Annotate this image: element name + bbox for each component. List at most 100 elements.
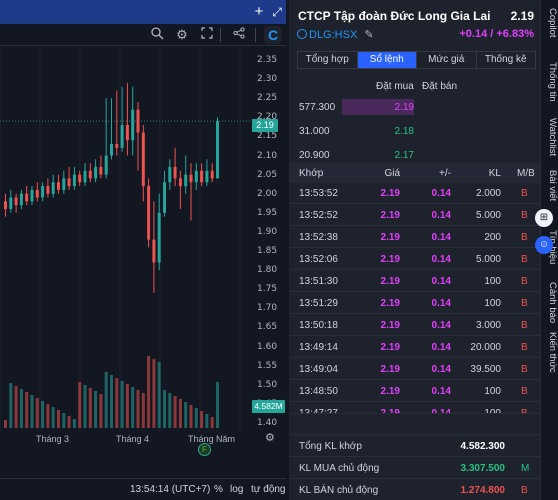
volume-bar: [216, 382, 219, 428]
c-logo-icon[interactable]: C: [264, 26, 282, 44]
edit-icon[interactable]: ✎: [364, 29, 374, 41]
share-icon[interactable]: [230, 26, 248, 44]
orderbook-row[interactable]: 31.000 2.18: [289, 121, 540, 141]
volume-tag: 4.582M: [252, 400, 285, 413]
sidebar-item-copilot[interactable]: Copilot: [547, 8, 558, 38]
trade-row[interactable]: 13:53:52 2.19 0.14 2.000 B: [289, 183, 540, 204]
bot-icon[interactable]: ☺: [535, 236, 553, 254]
trade-kl: 100: [484, 298, 501, 309]
trade-row[interactable]: 13:52:38 2.19 0.14 200 B: [289, 227, 540, 248]
trade-time: 13:50:18: [299, 320, 338, 331]
tab-so-lenh[interactable]: Sổ lệnh: [357, 52, 417, 68]
y-tick-label: 1.60: [257, 341, 278, 352]
trade-price: 2.19: [380, 408, 400, 414]
trade-price: 2.19: [380, 342, 400, 353]
axis-settings-gear-icon[interactable]: ⚙: [265, 432, 275, 444]
volume-bar: [46, 404, 50, 428]
candle-body: [194, 170, 198, 183]
orderbook-sell-header: Đặt bán: [422, 81, 458, 92]
x-tick-label: Tháng 3: [36, 434, 70, 444]
candlestick-chart[interactable]: [0, 46, 286, 432]
candle-body: [94, 166, 98, 179]
sidebar-item-thong-tin[interactable]: Thống tin: [547, 62, 558, 102]
candle-body: [25, 193, 29, 202]
sidebar-item-bai-viet[interactable]: Bài viết: [547, 170, 558, 202]
current-price-tag: 2.19: [252, 119, 278, 132]
trade-change: 0.14: [431, 210, 451, 221]
volume-bar: [205, 414, 209, 428]
candle-body: [88, 170, 92, 179]
trade-change: 0.14: [431, 276, 451, 287]
trade-time: 13:47:27: [299, 408, 338, 414]
tab-muc-gia[interactable]: Mức giá: [417, 52, 477, 68]
volume-bar: [147, 356, 151, 428]
trade-mb: B: [521, 188, 528, 199]
volume-bar: [163, 390, 166, 428]
gear-icon[interactable]: ⚙: [176, 27, 188, 42]
col-time-header: Khớp: [299, 168, 324, 179]
sidebar-item-canh-bao[interactable]: Cảnh báo: [547, 282, 558, 324]
orderbook-row[interactable]: 20.900 2.17: [289, 145, 540, 165]
candle-body: [104, 155, 108, 175]
y-tick-label: 2.15: [257, 131, 278, 142]
toolbar-divider: [220, 28, 221, 42]
stock-panel: CTCP Tập đoàn Đức Long Gia Lai 2.19 DLG:…: [289, 0, 540, 500]
col-kl-header: KL: [488, 168, 501, 179]
trade-row[interactable]: 13:50:18 2.19 0.14 3.000 B: [289, 315, 540, 336]
candle-body: [14, 197, 18, 206]
trade-row[interactable]: 13:51:30 2.19 0.14 100 B: [289, 271, 540, 292]
y-tick-label: 2.10: [257, 150, 278, 161]
orderbook-price: 2.17: [394, 150, 414, 161]
x-tick-label: Tháng 4: [116, 434, 150, 444]
volume-bar: [30, 395, 34, 428]
orderbook-price: 2.18: [394, 126, 414, 137]
trade-row[interactable]: 13:49:14 2.19 0.14 20.000 B: [289, 337, 540, 358]
trade-kl: 100: [484, 386, 501, 397]
y-tick-label: 1.80: [257, 265, 278, 276]
trade-kl: 200: [484, 232, 501, 243]
orderbook-volume: 31.000: [299, 126, 330, 137]
trade-row[interactable]: 13:52:06 2.19 0.14 5.000 B: [289, 249, 540, 270]
f-badge[interactable]: F: [198, 443, 211, 456]
trade-row[interactable]: 13:49:04 2.19 0.14 39.500 B: [289, 359, 540, 380]
trade-mb: B: [521, 276, 528, 287]
log-toggle[interactable]: log: [230, 484, 244, 495]
sidebar-item-kien-thuc[interactable]: Kiến thức: [547, 332, 558, 373]
tab-tong-hop[interactable]: Tổng hợp: [298, 52, 358, 68]
candle-body: [41, 186, 45, 198]
trade-time: 13:51:29: [299, 298, 338, 309]
summary-tag: B: [521, 485, 528, 496]
trade-row[interactable]: 13:52:52 2.19 0.14 5.000 B: [289, 205, 540, 226]
volume-bar: [83, 385, 87, 428]
trade-row[interactable]: 13:48:50 2.19 0.14 100 B: [289, 381, 540, 402]
ticker-label[interactable]: DLG:HSX ✎: [297, 28, 374, 41]
trade-row[interactable]: 13:47:27 2.19 0.14 100 B: [289, 403, 540, 414]
company-name: CTCP Tập đoàn Đức Long Gia Lai: [298, 9, 491, 23]
trade-mb: B: [521, 408, 528, 414]
candle-body: [178, 178, 182, 187]
trade-price: 2.19: [380, 386, 400, 397]
orderbook-depth-bar: [342, 99, 414, 115]
trade-time: 13:51:30: [299, 276, 338, 287]
percent-toggle[interactable]: %: [214, 484, 223, 495]
chart-bottom-bar: 13:54:14 (UTC+7) % log tự động: [0, 478, 286, 500]
grid-apps-icon[interactable]: ⊞: [535, 209, 553, 227]
magnifier-icon[interactable]: [148, 26, 166, 44]
expand-icon[interactable]: ⤢: [272, 5, 282, 19]
sidebar-item-watchlist[interactable]: Watchlist: [547, 118, 558, 157]
summary-label: KL MUA chủ động: [299, 463, 380, 474]
trade-row[interactable]: 13:51:29 2.19 0.14 100 B: [289, 293, 540, 314]
candle-body: [200, 170, 204, 183]
fullscreen-icon[interactable]: [198, 26, 216, 44]
volume-bar: [125, 384, 129, 428]
trade-price: 2.19: [380, 254, 400, 265]
auto-toggle[interactable]: tự động: [251, 484, 286, 495]
summary-value: 1.274.800: [460, 485, 506, 496]
tab-thong-ke[interactable]: Thống kê: [476, 52, 535, 68]
trade-change: 0.14: [431, 298, 451, 309]
plus-icon[interactable]: +: [254, 3, 264, 20]
volume-bar: [9, 383, 13, 428]
y-tick-label: 1.50: [257, 379, 278, 390]
y-tick-label: 1.95: [257, 207, 278, 218]
orderbook-row[interactable]: 577.300 2.19: [289, 97, 540, 117]
